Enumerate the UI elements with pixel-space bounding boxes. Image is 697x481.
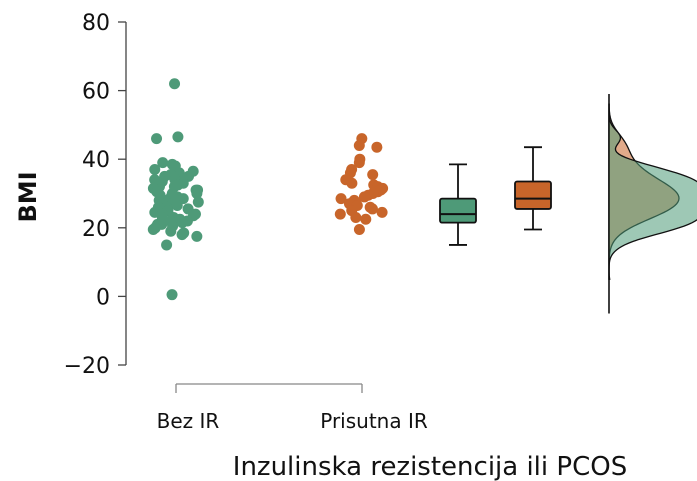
x-axis-title: Inzulinska rezistencija ili PCOS	[233, 452, 627, 481]
density-curve	[608, 103, 697, 280]
data-point	[353, 139, 365, 151]
box	[514, 180, 552, 210]
data-point	[161, 239, 173, 251]
data-point	[353, 157, 365, 169]
data-point	[376, 206, 388, 218]
x-tick-label: Prisutna IR	[320, 409, 428, 433]
boxplots	[439, 146, 552, 246]
data-point	[191, 230, 203, 242]
y-axis: −20 0 20 40 60 80	[64, 11, 127, 379]
data-point	[371, 141, 383, 153]
data-point	[171, 200, 183, 212]
data-point	[191, 188, 203, 199]
data-point	[367, 169, 379, 181]
x-tick-label: Bez IR	[157, 409, 220, 433]
y-tick-label: 40	[82, 148, 110, 173]
density-plot	[608, 94, 697, 314]
data-point	[358, 191, 370, 203]
data-points	[147, 78, 389, 301]
data-point	[169, 78, 181, 90]
data-point	[151, 133, 163, 145]
data-point	[192, 196, 204, 208]
data-point	[166, 289, 178, 301]
y-tick-label: −20	[64, 354, 110, 379]
data-point	[176, 217, 188, 229]
data-point	[366, 203, 378, 215]
data-point	[147, 224, 159, 236]
x-axis: Bez IR Prisutna IR	[157, 383, 428, 433]
y-tick-label: 60	[82, 80, 110, 105]
data-point	[350, 212, 362, 224]
data-point	[149, 163, 161, 175]
data-point	[353, 224, 365, 236]
data-point	[176, 229, 188, 241]
y-tick-label: 80	[82, 11, 110, 36]
data-point	[334, 208, 346, 220]
data-point	[335, 193, 347, 205]
box	[439, 197, 477, 224]
y-axis-title: BMI	[14, 171, 42, 222]
data-point	[360, 213, 372, 225]
data-point	[346, 177, 358, 189]
y-tick-label: 0	[96, 285, 110, 310]
data-point	[157, 157, 169, 169]
y-tick-label: 20	[82, 217, 110, 242]
data-point	[172, 131, 184, 143]
data-point	[165, 225, 177, 237]
